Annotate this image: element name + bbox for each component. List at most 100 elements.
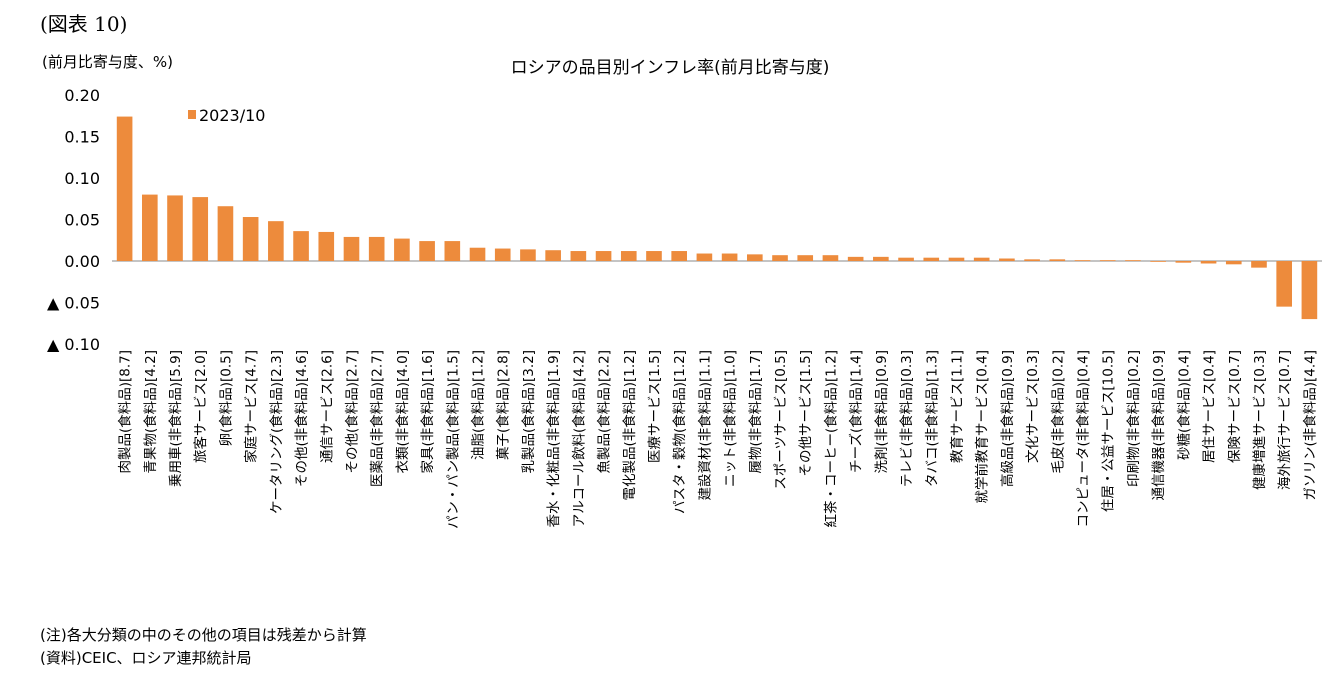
category-label: 卵(食料品)[0.5]	[217, 350, 234, 447]
bar	[1024, 259, 1040, 261]
category-label: 通信サービス[2.6]	[319, 350, 335, 463]
bar	[217, 206, 234, 261]
category-label: コンピュータ(非食料品)[0.4]	[1075, 350, 1092, 528]
bar	[1200, 261, 1217, 264]
bar	[318, 231, 335, 261]
source-note: (資料)CEIC、ロシア連邦統計局	[40, 649, 252, 667]
y-tick-label: ▲ 0.10	[47, 335, 100, 354]
category-label: 旅客サービス[2.0]	[192, 350, 209, 463]
category-label: 青果物(食料品)[4.2]	[142, 350, 159, 474]
y-tick-label: ▲ 0.05	[47, 294, 100, 313]
bar	[1049, 259, 1066, 261]
category-label: 保険サービス[0.7]	[1227, 350, 1243, 463]
y-tick-label: 0.15	[64, 128, 100, 147]
category-label: 香水・化粧品(非食料品)[1.9]	[545, 350, 562, 528]
category-label: スポーツサービス[0.5]	[773, 350, 789, 490]
bar	[141, 194, 158, 261]
category-label: 医薬品(非食料品)[2.7]	[369, 350, 386, 487]
category-label: ケータリング(食料品)[2.3]	[268, 350, 285, 514]
category-label: 教育サービス[1.1]	[949, 350, 965, 463]
bar	[595, 251, 612, 261]
chart-title: ロシアの品目別インフレ率(前月比寄与度)	[510, 58, 830, 78]
category-label: 建設資材(非食料品)[1.1]	[696, 350, 713, 501]
bar	[847, 256, 864, 261]
category-label: 家具(非食料品)[1.6]	[419, 350, 436, 474]
category-label: 電化製品(非食料品)[1.2]	[621, 350, 638, 501]
y-tick-label: 0.05	[64, 211, 100, 230]
bar	[343, 236, 360, 261]
bar	[1251, 261, 1267, 268]
bar	[1074, 260, 1091, 261]
category-label: 高級品(非食料品)[0.9]	[999, 350, 1016, 487]
category-label: 肉製品(食料品)[8.7]	[117, 350, 134, 474]
footnote: (注)各大分類の中のその他の項目は残差から計算	[40, 626, 367, 644]
category-label: 紅茶・コーヒー(食料品)[1.2]	[822, 350, 839, 528]
bar	[646, 251, 662, 261]
bar	[721, 253, 738, 261]
y-tick-label: 0.10	[64, 169, 100, 188]
bar	[1301, 261, 1318, 320]
bar	[873, 256, 889, 261]
category-label: ガソリン(非食料品)[4.4]	[1301, 350, 1318, 501]
bar	[192, 197, 209, 261]
bar	[746, 254, 763, 261]
unit-label: (前月比寄与度、%)	[42, 53, 173, 71]
y-tick-label: 0.00	[64, 252, 100, 271]
bar	[1150, 261, 1166, 262]
y-tick-label: 0.20	[64, 86, 100, 105]
bar	[772, 255, 788, 261]
legend-label: 2023/10	[199, 106, 265, 125]
bar	[999, 258, 1015, 261]
bar	[620, 251, 637, 261]
bar	[444, 241, 461, 261]
bar	[822, 255, 839, 261]
bar	[520, 249, 536, 261]
bar	[973, 257, 990, 261]
category-label: 家庭サービス[4.7]	[243, 350, 260, 463]
category-label: 油脂(食料品)[1.2]	[470, 350, 487, 460]
bar	[671, 251, 688, 261]
category-label: アルコール飲料(食料品)[4.2]	[570, 350, 587, 527]
bar	[898, 257, 914, 261]
category-label: 通信機器(非食料品)[0.9]	[1150, 350, 1167, 501]
category-label: 衣類(非食料品)[4.0]	[394, 350, 411, 474]
bar	[242, 217, 259, 261]
category-label: 海外旅行サービス[0.7]	[1277, 350, 1293, 490]
category-label: 印刷物(非食料品)[0.2]	[1125, 350, 1142, 487]
bar	[1099, 260, 1116, 261]
category-label: 菓子(食料品)[2.8]	[495, 350, 512, 460]
category-label: その他(非食料品)[4.6]	[293, 350, 310, 487]
bar	[469, 247, 486, 261]
category-label: 乳製品(食料品)[3.2]	[520, 350, 537, 474]
category-label: 居住サービス[0.4]	[1202, 350, 1218, 463]
category-label: その他サービス[1.5]	[798, 350, 814, 477]
bar	[1225, 261, 1242, 265]
category-label: 就学前教育サービス[0.4]	[974, 350, 991, 504]
category-label: 魚製品(食料品)[2.2]	[596, 350, 613, 474]
bar	[696, 253, 713, 261]
bar	[545, 250, 561, 261]
category-label: テレビ(非食料品)[0.3]	[898, 350, 915, 487]
bar	[167, 195, 183, 261]
category-label: 履物(非食料品)[1.7]	[747, 350, 764, 474]
category-label: パスタ・穀物(食料品)[1.2]	[671, 350, 688, 514]
bar	[797, 255, 814, 261]
category-label: 乗用車(非食料品)[5.9]	[167, 350, 184, 487]
bar-chart: 0.20 0.15 0.10 0.05 0.00 ▲ 0.05 ▲ 0.10 肉製品(食料品)…	[47, 86, 1322, 529]
bar	[1276, 261, 1293, 307]
bar	[368, 236, 385, 261]
legend-swatch	[188, 110, 196, 119]
category-label: パン・パン製品(食料品)[1.5]	[444, 350, 461, 529]
category-label: 洗剤(非食料品)[0.9]	[873, 350, 890, 474]
bar	[494, 248, 511, 261]
category-label: チーズ(食料品)[1.4]	[848, 350, 865, 473]
bar	[1125, 260, 1141, 261]
bar	[394, 238, 410, 261]
category-label: ニット(非食料品)[1.0]	[722, 350, 739, 487]
bar	[948, 257, 965, 261]
category-label: 医療サービス[1.5]	[646, 350, 663, 463]
category-label: 住居・公益サービス[10.5]	[1101, 350, 1117, 512]
bar	[268, 221, 284, 261]
bar	[293, 231, 309, 261]
category-label: 砂糖(食料品)[0.4]	[1175, 350, 1192, 460]
